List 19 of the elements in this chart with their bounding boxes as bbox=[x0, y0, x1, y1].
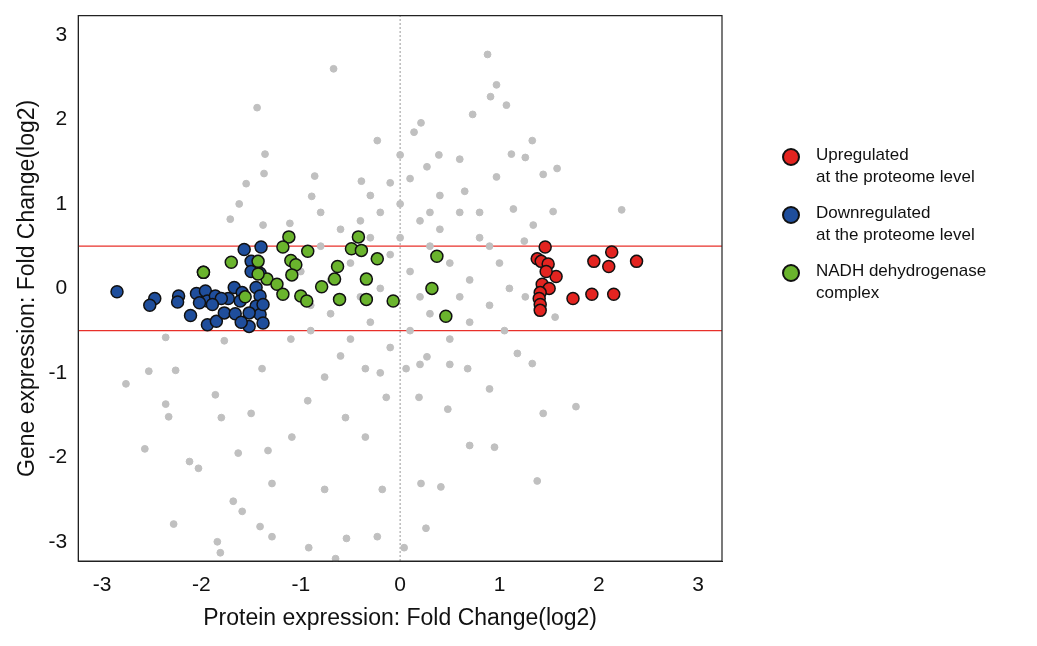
y-tick-label: -1 bbox=[48, 359, 68, 383]
x-tick-label: 1 bbox=[493, 571, 506, 595]
x-tick-label: 0 bbox=[394, 571, 406, 595]
x-tick-label: -1 bbox=[291, 571, 311, 595]
y-tick-label: 0 bbox=[55, 275, 68, 299]
x-tick-label: -3 bbox=[92, 571, 112, 595]
legend-label: Downregulated at the proteome level bbox=[816, 202, 975, 246]
x-tick-label: 2 bbox=[592, 571, 605, 595]
x-tick-label: 3 bbox=[692, 571, 704, 595]
y-tick-label: 1 bbox=[55, 190, 68, 214]
y-axis-title: Gene expression: Fold Change(log2) bbox=[13, 99, 40, 477]
legend-label: NADH dehydrogenase complex bbox=[816, 260, 987, 304]
y-tick-label: -2 bbox=[48, 444, 68, 468]
y-tick-label: -3 bbox=[48, 528, 68, 552]
x-tick-label: -2 bbox=[192, 571, 211, 595]
y-tick-label: 3 bbox=[55, 21, 68, 45]
y-tick-label: 2 bbox=[55, 106, 68, 130]
x-axis-title: Protein expression: Fold Change(log2) bbox=[203, 603, 598, 630]
legend-label: Upregulated at the proteome level bbox=[816, 144, 975, 188]
